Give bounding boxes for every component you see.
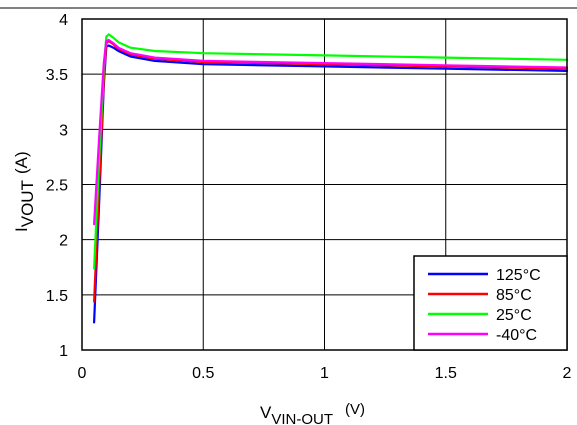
x-tick-label: 0 — [78, 365, 87, 382]
y-axis-label: IVOUT (A) — [12, 151, 37, 232]
y-tick-labels: 1 1.5 2 2.5 3 3.5 4 — [46, 12, 68, 360]
y-axis-label-unit: (A) — [12, 151, 31, 174]
legend-box — [413, 255, 568, 351]
x-tick-label: 1.5 — [435, 365, 457, 382]
legend-label: -40°C — [496, 327, 537, 344]
x-axis-label-main: V — [260, 403, 272, 422]
y-tick-label: 2.5 — [46, 178, 68, 195]
x-tick-label: 1 — [320, 365, 329, 382]
legend: 125°C 85°C 25°C -40°C — [413, 255, 568, 351]
x-axis-label-unit: (V) — [345, 401, 365, 418]
y-tick-label: 1.5 — [46, 288, 68, 305]
series-lines — [92, 33, 569, 324]
y-axis-label-main: I — [12, 227, 31, 232]
y-tick-label: 2 — [59, 233, 68, 250]
y-tick-label: 3.5 — [46, 67, 68, 84]
x-tick-label: 0.5 — [192, 365, 214, 382]
legend-label: 25°C — [496, 307, 532, 324]
y-tick-label: 1 — [59, 343, 68, 360]
legend-label: 125°C — [496, 267, 541, 284]
y-tick-label: 3 — [59, 122, 68, 139]
plot-frame — [81, 18, 568, 351]
y-axis-label-sub: VOUT — [18, 180, 37, 227]
x-tick-labels: 0 0.5 1 1.5 2 — [78, 365, 572, 382]
legend-label: 85°C — [496, 287, 532, 304]
x-axis-label: VVIN-OUT (V) — [260, 401, 365, 425]
x-tick-label: 2 — [563, 365, 572, 382]
grid — [82, 19, 567, 350]
series-line — [92, 38, 569, 226]
x-axis-label-sub: VIN-OUT — [271, 411, 333, 425]
y-tick-label: 4 — [59, 12, 68, 29]
